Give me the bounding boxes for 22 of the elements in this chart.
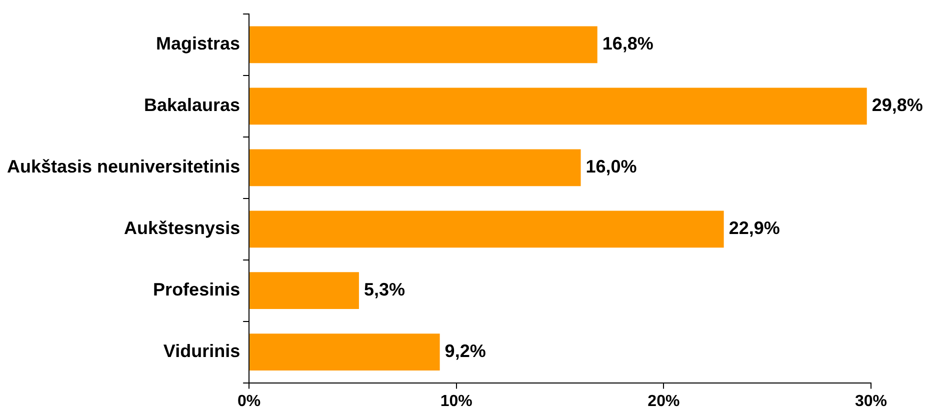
y-tick-label: Magistras: [156, 34, 240, 54]
bar: [250, 26, 598, 64]
x-tick-label: 10%: [440, 392, 472, 410]
x-tick-label: 0%: [238, 392, 261, 410]
y-tick-label: Aukštesnysis: [124, 218, 240, 238]
bar: [250, 334, 440, 371]
bar: [250, 272, 359, 310]
x-tick-label: 30%: [854, 392, 888, 410]
y-tick-label: Vidurinis: [163, 341, 240, 362]
x-tick-label: 20%: [648, 392, 680, 410]
y-tick-label: Bakalauras: [144, 95, 240, 116]
data-label: 16,8%: [602, 34, 654, 54]
y-tick-label: Aukštasis neuniversitetinis: [6, 156, 240, 177]
data-label: 29,8%: [872, 95, 923, 116]
bar: [250, 149, 581, 186]
y-tick-label: Profesinis: [153, 280, 240, 300]
data-label: 9,2%: [444, 341, 486, 362]
bar: [250, 210, 724, 248]
data-label: 5,3%: [364, 280, 405, 300]
data-label: 16,0%: [586, 156, 637, 177]
bar: [250, 88, 867, 125]
data-label: 22,9%: [728, 218, 780, 238]
